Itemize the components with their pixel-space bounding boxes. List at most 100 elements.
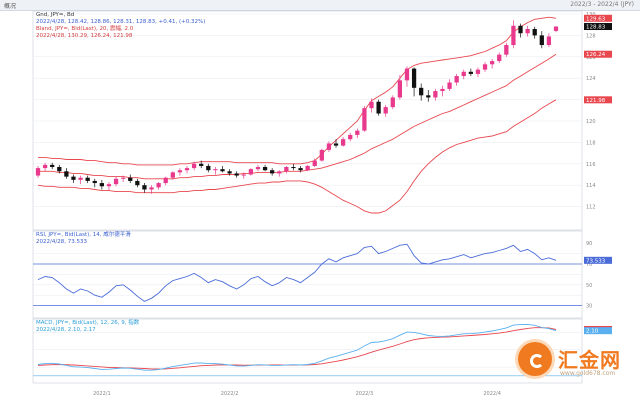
candle-body-52 [404, 68, 410, 81]
time-label-3: 2022/4 [483, 391, 501, 397]
price-tick-label-7: 126 [586, 55, 596, 61]
time-label-1: 2022/2 [221, 391, 239, 397]
rsi-line [37, 243, 557, 302]
candle-body-18 [163, 177, 168, 184]
candle-body-4 [64, 171, 69, 177]
candle-body-0 [35, 168, 41, 176]
candle-body-62 [475, 69, 481, 74]
candle-body-58 [447, 82, 452, 89]
time-axis: 2022/1 2022/2 2022/3 2022/4 [93, 391, 501, 397]
candle-body-33 [270, 170, 275, 174]
price-axis-label-bg-1 [584, 23, 612, 31]
rsi-tick-label-3: 90 [586, 241, 592, 247]
candle-body-43 [340, 139, 346, 146]
candle-body-54 [419, 87, 424, 96]
candle-body-37 [298, 168, 303, 171]
candle-body-69 [525, 28, 530, 34]
candle-body-44 [348, 134, 353, 140]
price-axis-label-bg-3 [584, 96, 612, 104]
candle-body-46 [362, 108, 367, 131]
candle-body-2 [50, 164, 55, 168]
candle-body-31 [255, 167, 261, 170]
price-grid [33, 13, 582, 207]
candle-body-27 [227, 171, 232, 174]
candle-body-24 [206, 165, 211, 171]
rsi-axis: 30 50 70 90 73.533 [584, 241, 612, 310]
candle-body-49 [383, 107, 388, 114]
candle-body-16 [149, 187, 154, 190]
price-info-line1: Gnd, JPY=, Bd [36, 12, 75, 18]
price-tick-label-0: 112 [586, 205, 596, 211]
candle-body-71 [539, 35, 544, 46]
candle-body-38 [305, 165, 310, 171]
price-axis-label-bg-2 [584, 50, 612, 58]
price-tick-label-8: 128 [586, 33, 596, 39]
upper-band-line [38, 16, 557, 166]
rsi-axis-label-bg-0 [584, 256, 612, 264]
candle-body-19 [170, 172, 175, 178]
candle-body-61 [468, 71, 473, 74]
candle-body-9 [99, 183, 104, 187]
macd-lines [37, 323, 557, 371]
rsi-tick-label-2: 70 [586, 262, 592, 268]
chart-toolbar: 概况 2022/3 - 2022/4 (JPY) [0, 0, 640, 11]
price-axis-label-0: 129.63 [586, 16, 606, 22]
band-info-line1: Bland, JPY=, Bid(Last), 20, 震幅, 2.0 [36, 26, 134, 32]
price-tick-label-4: 120 [586, 119, 596, 125]
candle-body-13 [128, 177, 133, 181]
time-label-0: 2022/1 [93, 391, 111, 397]
macd-line [37, 323, 557, 371]
candle-body-22 [191, 163, 197, 169]
price-info-line2: 2022/4/28, 128.42, 128.86, 128.31, 128.8… [36, 19, 206, 25]
candle-body-39 [312, 160, 317, 166]
macd-info-line1: MACD, JPY=, Bid(Last), 12, 26, 9, 指数 [36, 320, 140, 326]
candle-body-30 [248, 169, 254, 175]
toolbar-title: 概况 [4, 3, 17, 10]
candle-body-47 [369, 101, 374, 109]
candle-body-36 [291, 167, 296, 169]
candle-body-15 [142, 185, 147, 190]
candle-body-56 [433, 91, 438, 98]
macd-axis-label-bg-1 [584, 327, 612, 335]
candle-body-35 [284, 167, 289, 172]
macd-panel-frame [32, 318, 583, 384]
price-axis-label-2: 126.24 [586, 52, 606, 58]
price-axis-label-bg-0 [584, 14, 612, 22]
candle-body-73 [553, 26, 559, 31]
macd-info-block: MACD, JPY=, Bid(Last), 12, 26, 9, 指数 202… [36, 320, 139, 334]
candle-body-63 [482, 64, 488, 70]
candle-body-8 [92, 180, 97, 184]
macd-axis-label-1: 2.10 [586, 329, 599, 335]
price-tick-label-1: 114 [586, 183, 596, 189]
candle-body-34 [277, 171, 282, 174]
rsi-info-line1: RSI, JPY=, Bid(Last), 14, 威尔德平滑 [36, 232, 131, 238]
rsi-axis-label-0: 73.533 [586, 258, 606, 264]
candle-body-67 [511, 25, 516, 46]
candle-body-45 [355, 130, 360, 135]
candle-body-72 [546, 36, 552, 46]
candle-body-28 [234, 173, 239, 176]
macd-grid [33, 332, 582, 377]
candle-body-41 [326, 143, 332, 150]
candle-body-12 [121, 177, 126, 179]
rsi-info-block: RSI, JPY=, Bid(Last), 14, 威尔德平滑 2022/4/2… [36, 232, 131, 246]
candle-body-21 [184, 168, 190, 171]
candle-body-66 [504, 45, 509, 55]
candle-body-29 [241, 174, 246, 176]
candle-body-14 [135, 180, 140, 186]
watermark-logo: 汇金网 www.gold678.com [514, 338, 626, 384]
price-panel-frame [32, 10, 583, 231]
candle-body-7 [85, 177, 90, 181]
candle-body-48 [376, 101, 381, 114]
watermark-circle-icon [518, 342, 552, 376]
candle-body-57 [440, 88, 445, 92]
price-axis: 112114116118120122124126128130129.63128.… [584, 12, 612, 211]
price-tick-label-6: 124 [586, 76, 596, 82]
candle-body-70 [532, 28, 537, 36]
candle-body-26 [220, 169, 225, 172]
candle-body-40 [319, 149, 324, 161]
toolbar-range: 2022/3 - 2022/4 (JPY) [570, 1, 634, 8]
candle-body-17 [156, 183, 161, 188]
candle-body-50 [390, 97, 395, 108]
